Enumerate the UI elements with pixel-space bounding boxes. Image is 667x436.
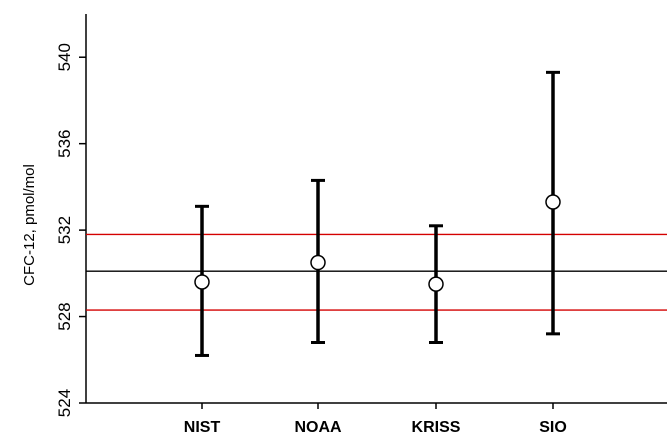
y-tick-label: 536	[55, 129, 74, 157]
plot-area: 524 528 532 536 540 NIST NOAA KRISS SIO	[55, 14, 667, 436]
x-tick-label: NIST	[184, 419, 221, 436]
data-point	[545, 194, 561, 210]
x-tick-label: NOAA	[294, 419, 342, 436]
y-tick-label: 540	[55, 43, 74, 71]
y-tick-label: 524	[55, 389, 74, 417]
y-tick-label: 528	[55, 302, 74, 330]
data-point	[428, 276, 444, 292]
x-tick-label: SIO	[539, 419, 567, 436]
x-tick-label: KRISS	[412, 419, 461, 436]
y-axis-title: CFC-12, pmol/mol	[21, 164, 38, 286]
y-tick-label: 532	[55, 216, 74, 244]
data-point	[194, 274, 210, 290]
data-point	[310, 254, 326, 271]
